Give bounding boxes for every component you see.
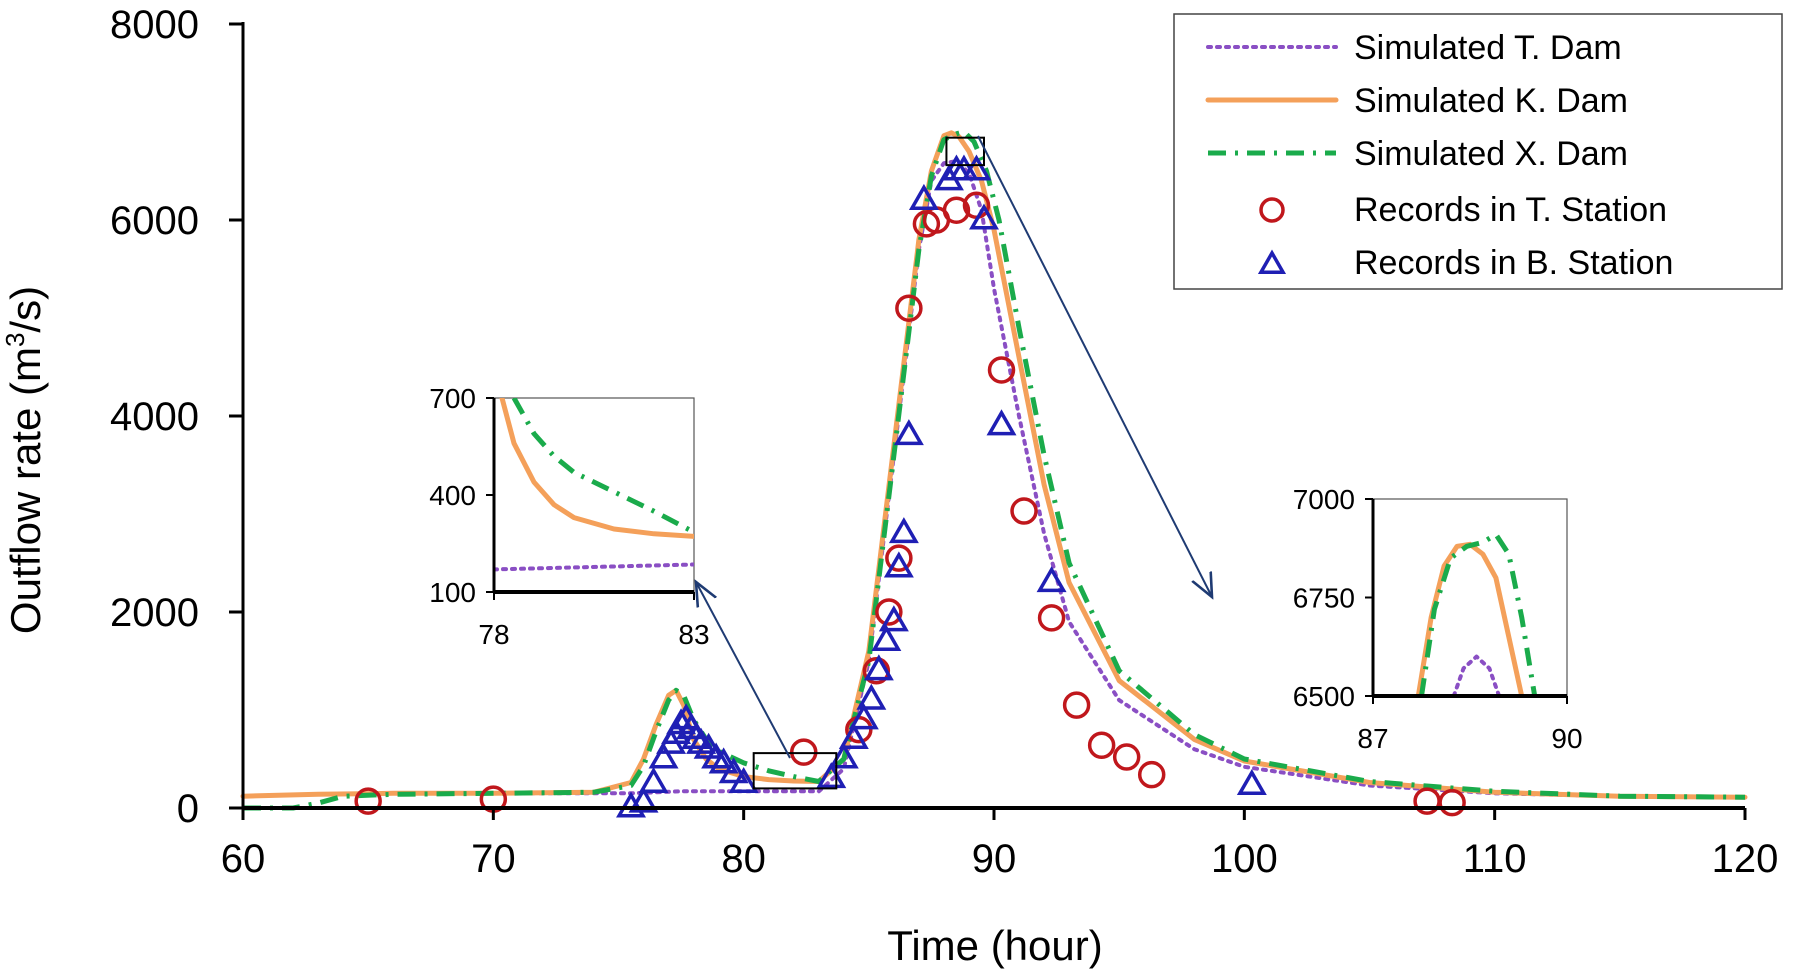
- peak-inset-x-tick-label: 87: [1357, 723, 1388, 754]
- zoom-box-peak: [945, 136, 985, 167]
- b-station-point: [1236, 768, 1267, 796]
- trough-inset-line-t-dam: [494, 562, 694, 572]
- trough-inset-y-tick-label: 700: [429, 383, 476, 414]
- y-axis-title-sup: 3: [0, 333, 30, 347]
- y-tick-label: 6000: [110, 199, 199, 243]
- b-station-point: [848, 703, 879, 730]
- zoom-arrow-trough: [696, 582, 791, 759]
- peak-inset-frame: [1372, 498, 1568, 697]
- t-station-point: [1438, 788, 1466, 817]
- legend-swatch-t-station: [1259, 197, 1285, 223]
- y-tick-label: 8000: [110, 3, 199, 47]
- b-station-point: [888, 517, 919, 544]
- t-station-point: [1037, 604, 1066, 632]
- series-line-x-dam: [243, 129, 1746, 811]
- peak-inset-x-tick-label: 90: [1551, 723, 1582, 754]
- b-station-point: [628, 786, 659, 813]
- b-station-point: [708, 747, 739, 774]
- t-station-point: [987, 356, 1016, 384]
- b-station-point: [969, 203, 999, 230]
- zoom-box-trough: [752, 752, 838, 790]
- legend-label-t-station: Records in T. Station: [1354, 191, 1667, 229]
- x-tick-label: 90: [972, 837, 1017, 881]
- peak-inset-y-tick-label: 6750: [1293, 583, 1355, 614]
- peak-inset: 6500 6750 7000 87 90: [1293, 484, 1583, 754]
- x-axis-title: Time (hour): [887, 922, 1102, 969]
- trough-inset-lines: [494, 398, 694, 572]
- trough-inset-y-tick-label: 400: [429, 480, 476, 511]
- y-axis-title-group: Outflow rate (m3/s): [0, 286, 49, 634]
- x-tick-label: 80: [721, 837, 766, 881]
- t-station-point: [1087, 731, 1116, 760]
- peak-inset-lines: [1415, 532, 1538, 696]
- peak-inset-y-tick-label: 6500: [1293, 681, 1355, 712]
- t-station-point: [1137, 760, 1166, 789]
- legend-label-t-dam: Simulated T. Dam: [1354, 29, 1622, 67]
- b-station-point: [986, 409, 1017, 436]
- peak-inset-line-t-dam: [1451, 654, 1502, 696]
- axes-layer: 60 70 80 90 100 110 120 0 2000 4000 6000 8000: [110, 3, 1778, 881]
- trough-inset-x-tick-label: 83: [678, 619, 709, 650]
- x-tick-label: 100: [1211, 837, 1278, 881]
- b-station-point: [648, 742, 679, 769]
- t-station-point: [1010, 497, 1038, 525]
- trough-inset-frame: [493, 397, 695, 593]
- t-station-point: [875, 598, 903, 626]
- y-tick-label: 4000: [110, 395, 199, 439]
- t-station-point: [942, 196, 971, 224]
- y-tick-label: 0: [177, 787, 199, 831]
- trough-inset-line-k-dam: [499, 398, 694, 539]
- x-tick-label: 110: [1463, 837, 1527, 881]
- b-station-point: [878, 605, 909, 632]
- trough-inset: 100 400 700 78 83: [429, 383, 709, 650]
- t-station-point: [1112, 743, 1141, 771]
- zoom-arrow-peak: [977, 135, 1212, 597]
- y-axis-title: Outflow rate (m3/s): [0, 286, 49, 634]
- b-station-point: [838, 722, 869, 749]
- b-station-point: [1036, 566, 1067, 593]
- x-tick-label: 60: [221, 837, 266, 881]
- y-tick-label: 2000: [110, 591, 199, 635]
- b-station-point: [616, 791, 647, 818]
- y-axis-title-main: Outflow rate (m: [2, 347, 49, 634]
- insets-layer: 100 400 700 78 83 6500 6750 7000 87 90: [429, 135, 1583, 790]
- t-station-point: [885, 544, 913, 572]
- legend-label-b-station: Records in B. Station: [1354, 244, 1673, 282]
- x-tick-label: 120: [1712, 837, 1779, 881]
- trough-inset-line-x-dam: [511, 398, 694, 535]
- b-station-point: [828, 742, 859, 769]
- b-station-point: [893, 419, 924, 446]
- b-station-point: [883, 551, 914, 578]
- trough-inset-x-tick-label: 78: [478, 619, 509, 650]
- b-station-point: [681, 722, 712, 749]
- legend: Simulated T. Dam Simulated K. Dam Simula…: [1173, 13, 1783, 290]
- b-station-point: [961, 154, 992, 181]
- b-station-point: [638, 766, 669, 794]
- b-station-point: [856, 683, 887, 710]
- legend-label-k-dam: Simulated K. Dam: [1354, 82, 1628, 120]
- peak-inset-line-x-dam: [1419, 532, 1538, 696]
- x-tick-label: 70: [471, 837, 516, 881]
- b-station-point: [863, 654, 894, 681]
- b-station-point: [718, 757, 749, 784]
- b-station-point: [908, 183, 939, 210]
- t-station-point: [895, 294, 923, 322]
- peak-inset-y-tick-label: 7000: [1293, 484, 1355, 515]
- t-station-point: [1062, 691, 1091, 719]
- legend-swatch-b-station: [1257, 249, 1287, 274]
- y-axis-title-end: /s): [2, 286, 49, 333]
- trough-inset-y-tick-label: 100: [429, 577, 476, 608]
- legend-label-x-dam: Simulated X. Dam: [1354, 135, 1628, 173]
- t-station-point: [354, 787, 382, 815]
- b-station-point: [871, 624, 902, 651]
- b-station-point: [728, 766, 759, 794]
